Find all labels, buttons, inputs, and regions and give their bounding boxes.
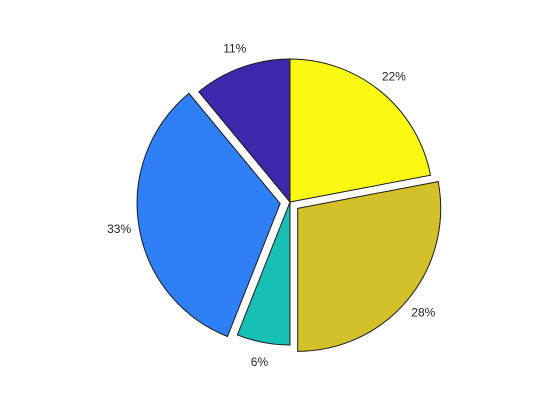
pie-label-22: 22% — [382, 69, 406, 83]
pie-label-28: 28% — [411, 305, 435, 319]
pie-slice-6 — [236, 201, 291, 346]
pie-slice-11 — [198, 58, 291, 204]
pie-slice-22 — [289, 58, 432, 203]
pie-slices — [136, 58, 442, 352]
pie-label-11: 11% — [223, 42, 246, 56]
pie-labels: 22% 28% 6% 33% 11% — [107, 42, 436, 369]
pie-label-6: 6% — [251, 355, 269, 369]
pie-label-33: 33% — [107, 222, 131, 236]
pie-slice-33 — [136, 92, 281, 338]
pie-slice-28 — [297, 180, 442, 352]
